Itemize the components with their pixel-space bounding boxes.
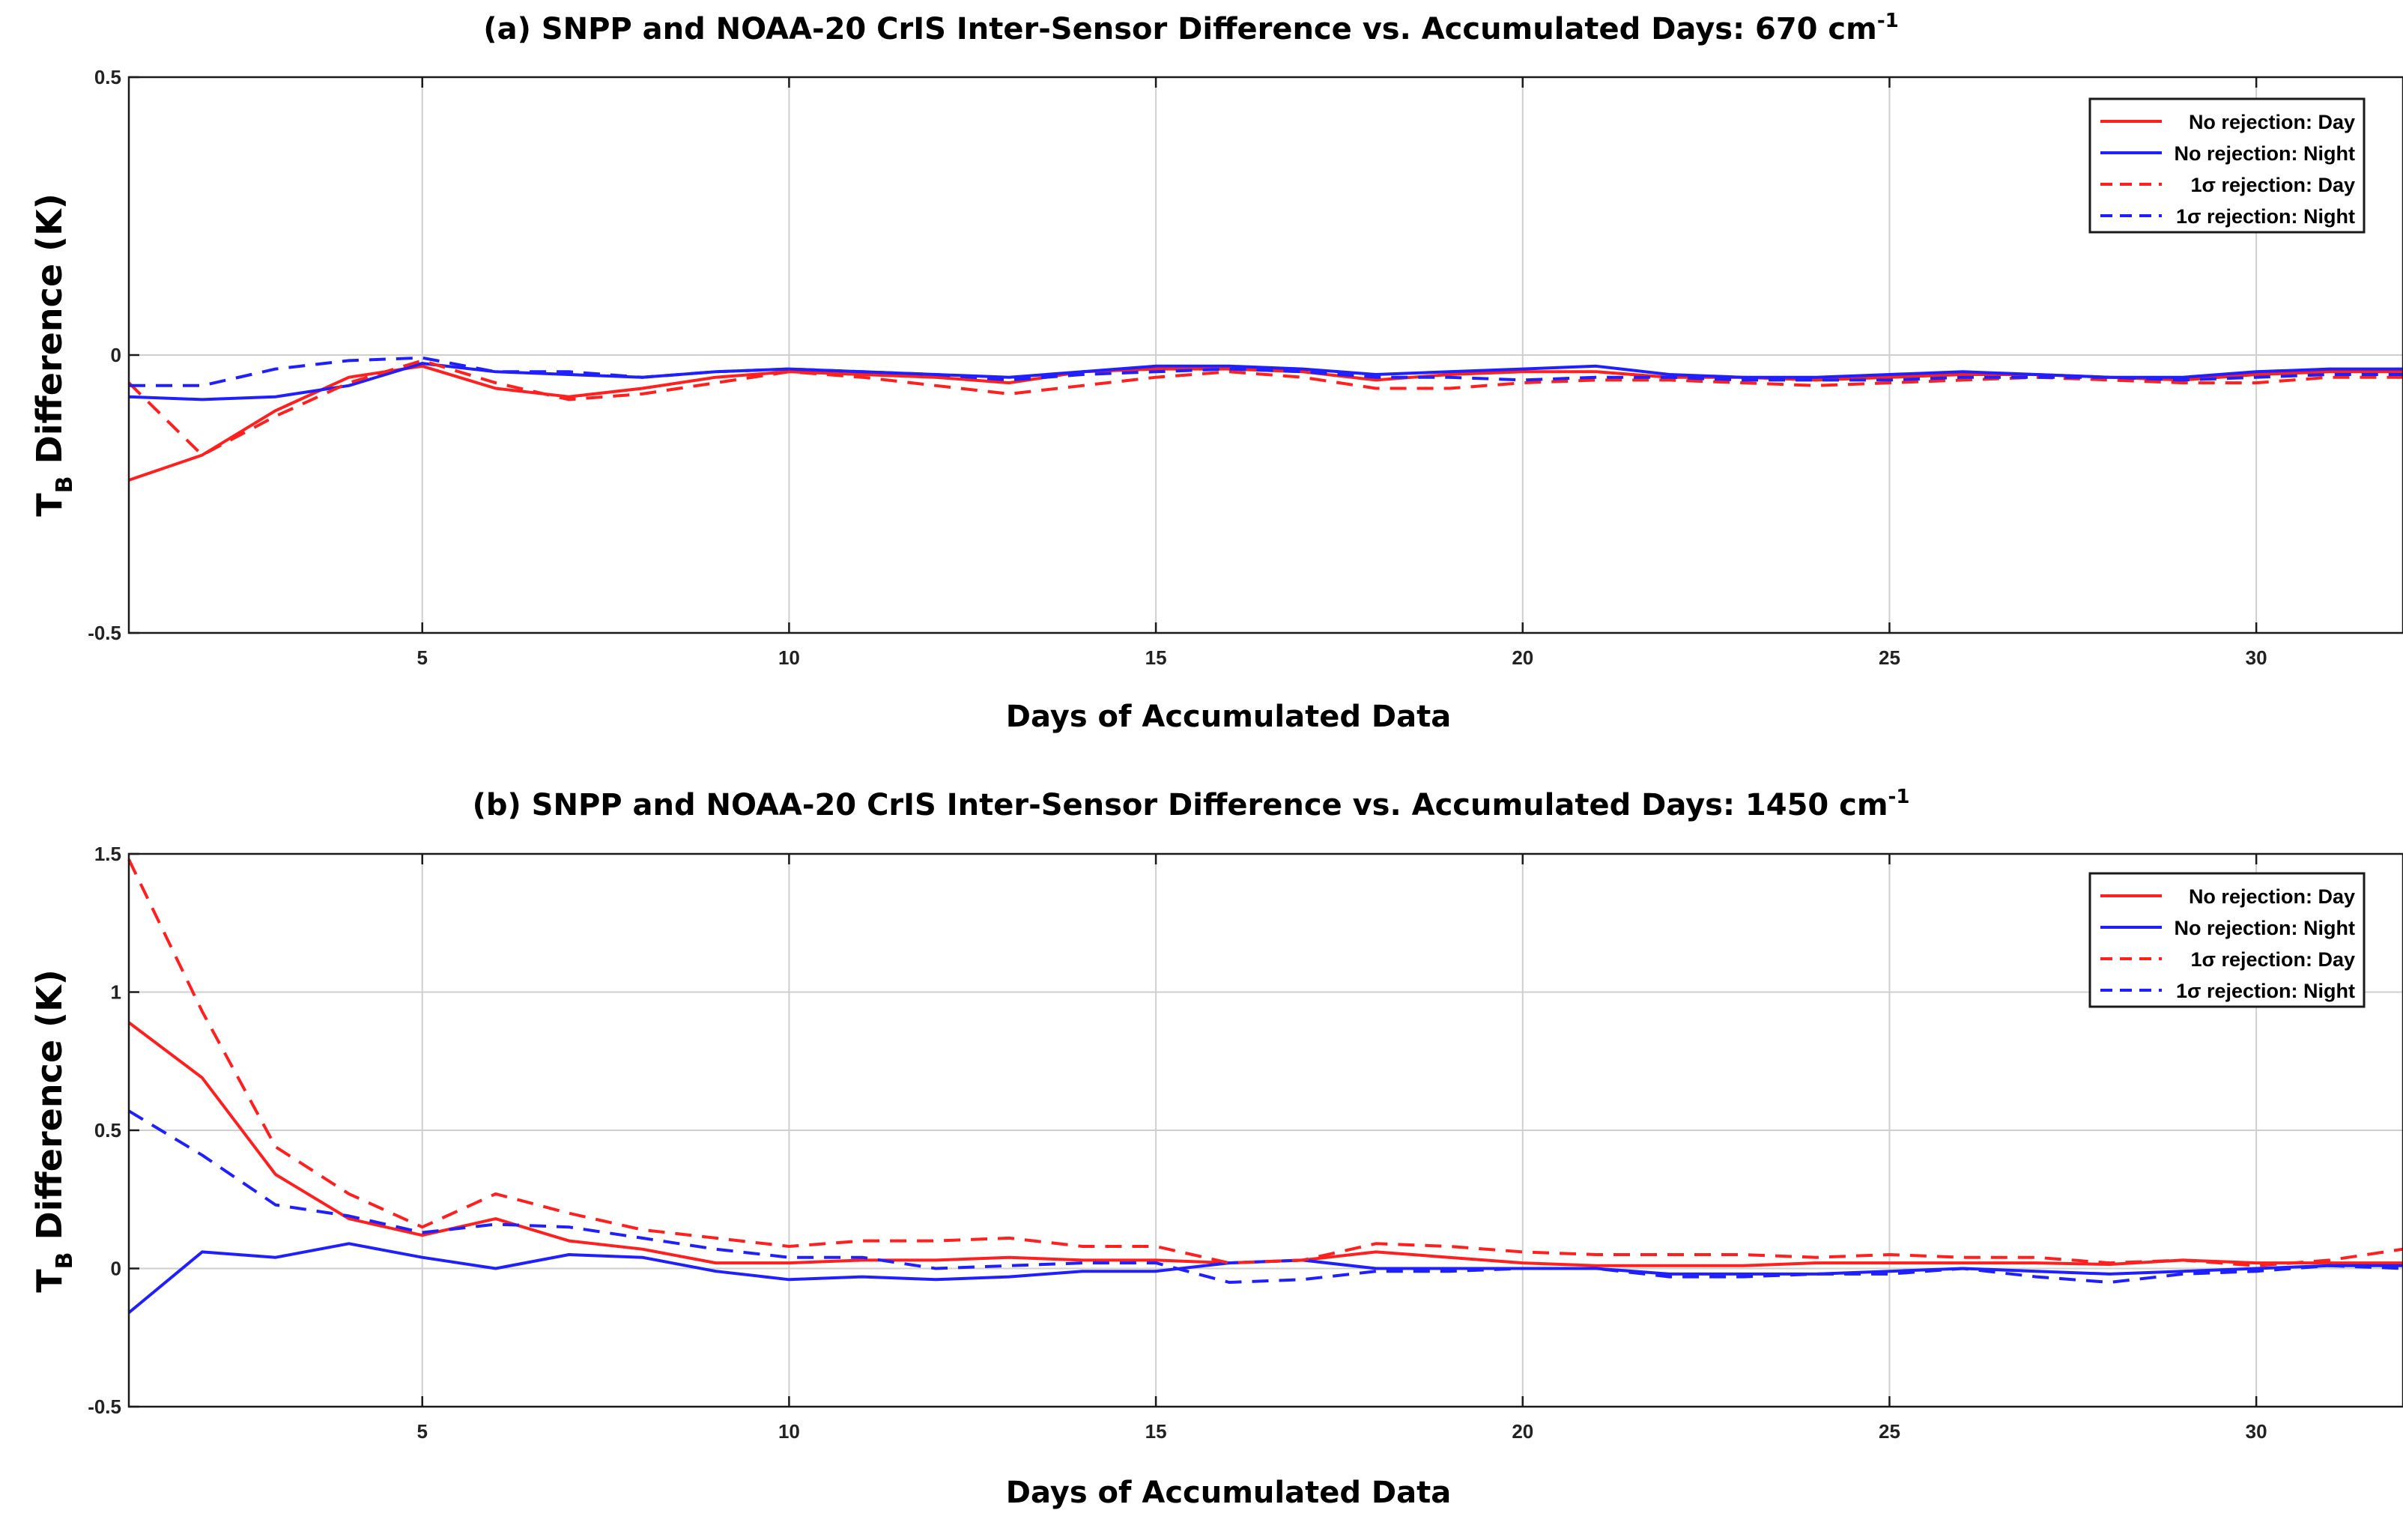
- chart-a-legend-label-4: 1σ rejection: Night: [2176, 205, 2355, 228]
- chart-b-legend: No rejection: Day No rejection: Night 1σ r…: [2088, 872, 2366, 1008]
- chart-a-y-tick-label: 0.5: [94, 66, 121, 88]
- chart-a-x-axis-label: Days of Accumulated Data: [1006, 700, 1451, 734]
- chart-a-title-superscript: -1: [1877, 10, 1899, 32]
- chart-b-x-tick-label: 10: [778, 1420, 800, 1443]
- chart-a-x-tick-label: 5: [417, 646, 428, 669]
- chart-a-x-tick-label: 30: [2246, 646, 2267, 669]
- chart-a-title: (a) SNPP and NOAA-20 CrIS Inter-Sensor D…: [483, 10, 1898, 46]
- chart-a-y-axis-label: TB Difference (K): [29, 193, 78, 517]
- chart-b-legend-label-3: 1σ rejection: Day: [2190, 948, 2355, 971]
- chart-b-y-tick-label: -0.5: [88, 1395, 121, 1418]
- chart-b-legend-label-1: No rejection: Day: [2189, 885, 2355, 908]
- chart-b-y-axis-label-subscript: B: [52, 1252, 78, 1269]
- chart-a-legend-label-1: No rejection: Day: [2189, 111, 2355, 133]
- chart-b-x-tick-label: 5: [417, 1420, 428, 1443]
- chart-a-x-tick-label: 10: [778, 646, 800, 669]
- chart-b-series-line-1: [127, 1021, 2403, 1267]
- chart-b-title-superscript: -1: [1888, 786, 1910, 808]
- chart-a-y-tick-label: -0.5: [88, 622, 121, 644]
- chart-a-y-axis-label-subscript: B: [52, 476, 78, 493]
- chart-a-x-tick-label: 15: [1145, 646, 1167, 669]
- chart-b-series-line-3: [127, 858, 2403, 1267]
- chart-a-legend: No rejection: Day No rejection: Night 1σ r…: [2088, 97, 2366, 234]
- chart-a-series-line-1: [128, 364, 2403, 482]
- chart-b-y-tick-label: 1: [111, 981, 121, 1004]
- chart-b-title: (b) SNPP and NOAA-20 CrIS Inter-Sensor D…: [473, 786, 1910, 822]
- chart-b: (b) SNPP and NOAA-20 CrIS Inter-Sensor D…: [29, 786, 2403, 1510]
- chart-b-x-tick-label: 25: [1879, 1420, 1900, 1443]
- chart-a-y-tick-label: 0: [111, 344, 121, 366]
- chart-a: (a) SNPP and NOAA-20 CrIS Inter-Sensor D…: [29, 10, 2403, 734]
- chart-b-series: [127, 858, 2403, 1315]
- chart-b-y-axis-label: TB Difference (K): [29, 969, 78, 1293]
- chart-b-ticks: 5 10 15 20 25 30 -0.5 0 0.5 1 1.5: [88, 843, 2267, 1443]
- chart-b-series-line-4: [127, 1109, 2403, 1284]
- chart-a-grid: [129, 77, 2403, 633]
- chart-b-x-tick-label: 30: [2246, 1420, 2267, 1443]
- chart-a-series-line-4: [129, 356, 2403, 387]
- chart-b-x-axis-label: Days of Accumulated Data: [1006, 1476, 1451, 1510]
- chart-b-legend-label-4: 1σ rejection: Night: [2176, 980, 2355, 1002]
- chart-a-ticks: 5 10 15 20 25 30 -0.5 0 0.5: [88, 66, 2267, 669]
- chart-b-legend-label-2: No rejection: Night: [2175, 917, 2356, 939]
- chart-b-y-tick-label: 0.5: [94, 1119, 121, 1142]
- chart-b-y-tick-label: 0: [111, 1258, 121, 1280]
- chart-a-series: [127, 356, 2403, 482]
- chart-a-legend-label-2: No rejection: Night: [2175, 142, 2356, 165]
- chart-a-legend-label-3: 1σ rejection: Day: [2190, 174, 2355, 196]
- chart-b-x-tick-label: 20: [1512, 1420, 1533, 1443]
- chart-b-y-tick-label: 1.5: [94, 843, 121, 865]
- chart-b-grid: [129, 854, 2403, 1407]
- chart-a-x-tick-label: 25: [1879, 646, 1900, 669]
- chart-a-x-tick-label: 20: [1512, 646, 1533, 669]
- chart-b-x-tick-label: 15: [1145, 1420, 1167, 1443]
